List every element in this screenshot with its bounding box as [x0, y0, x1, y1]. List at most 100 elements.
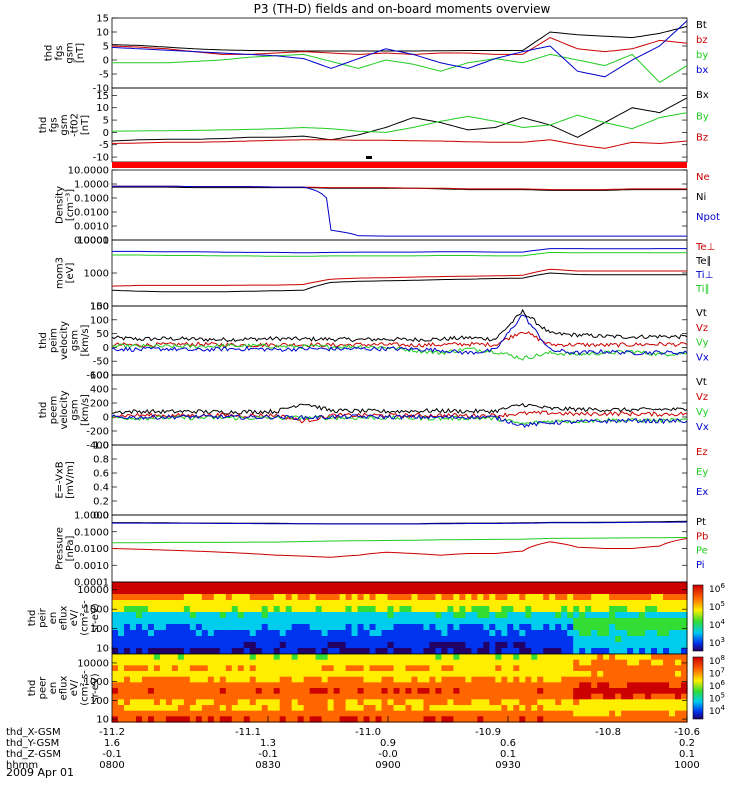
heatmap-cell	[309, 716, 317, 723]
y-axis-label-line: (cm²-s-	[80, 600, 91, 636]
heatmap-cell	[231, 594, 239, 601]
heatmap-cell	[165, 688, 173, 695]
heatmap-cell	[591, 630, 598, 637]
heatmap-cell	[345, 676, 353, 683]
legend-entry: Vt	[696, 308, 707, 319]
heatmap-cell	[429, 588, 437, 595]
heatmap-cell	[291, 606, 299, 613]
y-tick-label: 1000	[84, 269, 109, 280]
heatmap-cell	[417, 676, 425, 683]
heatmap-cell	[219, 582, 227, 589]
heatmap-cell	[681, 642, 688, 649]
heatmap-cell	[567, 705, 574, 712]
x-axis-annotation: thd_X-GSM -11.2 -11.1 -11.0 -10.9 -10.8 -10.6t…	[6, 716, 700, 771]
heatmap-cell	[183, 582, 191, 589]
heatmap-cell	[669, 630, 676, 637]
heatmap-cell	[447, 705, 455, 712]
heatmap-cell	[345, 716, 353, 723]
heatmap-cell	[369, 600, 377, 607]
heatmap-cell	[639, 705, 646, 712]
x-axis-value: 1.3	[260, 738, 276, 749]
heatmap-cell	[165, 588, 173, 595]
heatmap-cell	[681, 699, 688, 706]
heatmap-cell	[195, 699, 203, 706]
heatmap-cell	[537, 682, 544, 689]
heatmap-cell	[237, 716, 245, 723]
heatmap-cell	[327, 699, 335, 706]
heatmap-cell	[441, 676, 449, 683]
heatmap-cell	[405, 716, 413, 723]
heatmap-cell	[393, 659, 401, 666]
heatmap-cell	[465, 693, 472, 700]
heatmap-cell	[177, 600, 185, 607]
heatmap-cell	[549, 624, 556, 631]
heatmap-cell	[333, 612, 341, 619]
heatmap-cell	[597, 671, 604, 678]
heatmap-cell	[579, 693, 586, 700]
heatmap-cell	[495, 612, 502, 619]
heatmap-cell	[657, 600, 664, 607]
heatmap-cell	[112, 618, 119, 625]
heatmap-cell	[561, 600, 568, 607]
heatmap-cell	[363, 693, 371, 700]
legend-entry: bz	[696, 35, 708, 46]
series-line	[111, 308, 688, 343]
heatmap-cell	[147, 654, 155, 661]
heatmap-cell	[591, 594, 598, 601]
heatmap-cell	[303, 676, 311, 683]
heatmap-cell	[129, 671, 137, 678]
heatmap-cell	[315, 624, 323, 631]
heatmap-cell	[171, 600, 179, 607]
heatmap-cell	[645, 659, 652, 666]
heatmap-cell	[555, 682, 562, 689]
heatmap-cell	[129, 636, 137, 643]
heatmap-cell	[507, 705, 514, 712]
heatmap-cell	[231, 600, 239, 607]
heatmap-cell	[621, 588, 628, 595]
heatmap-cell	[225, 665, 233, 672]
heatmap-cell	[567, 671, 574, 678]
heatmap-cell	[645, 705, 652, 712]
heatmap-cell	[267, 588, 275, 595]
heatmap-cell	[165, 636, 173, 643]
heatmap-cell	[609, 671, 616, 678]
heatmap-cell	[405, 588, 413, 595]
colorbar-label: 106	[709, 582, 725, 595]
heatmap-cell	[639, 699, 646, 706]
heatmap-cell	[207, 594, 215, 601]
heatmap-cell	[609, 676, 616, 683]
heatmap-cell	[657, 588, 664, 595]
heatmap-cell	[345, 659, 353, 666]
heatmap-cell	[405, 688, 413, 695]
y-axis-label: Density [cm⁻³]	[55, 186, 77, 224]
heatmap-cell	[213, 671, 221, 678]
heatmap-cell	[471, 630, 478, 637]
heatmap-cell	[345, 582, 353, 589]
heatmap-cell	[381, 688, 389, 695]
y-axis-label-line: thd	[27, 680, 38, 697]
heatmap-cell	[453, 606, 460, 613]
heatmap-cell	[225, 612, 233, 619]
heatmap-cell	[435, 630, 443, 637]
heatmap-cell	[309, 654, 317, 661]
heatmap-cell	[471, 693, 478, 700]
heatmap-cell	[411, 648, 419, 655]
heatmap-cell	[423, 606, 431, 613]
heatmap-cell	[483, 624, 490, 631]
heatmap-cell	[291, 654, 299, 661]
heatmap-cell	[201, 582, 209, 589]
heatmap-cell	[411, 612, 419, 619]
heatmap-cell	[363, 665, 371, 672]
heatmap-cell	[249, 693, 257, 700]
heatmap-cell	[171, 716, 179, 723]
heatmap-cell	[579, 654, 586, 661]
heatmap-cell	[453, 676, 460, 683]
heatmap-cell	[117, 705, 125, 712]
heatmap-cell	[549, 594, 556, 601]
heatmap-cell	[237, 618, 245, 625]
heatmap-cell	[363, 636, 371, 643]
heatmap-cell	[651, 665, 658, 672]
heatmap-cell	[273, 642, 281, 649]
heatmap-cell	[375, 630, 383, 637]
heatmap-cell	[321, 588, 329, 595]
